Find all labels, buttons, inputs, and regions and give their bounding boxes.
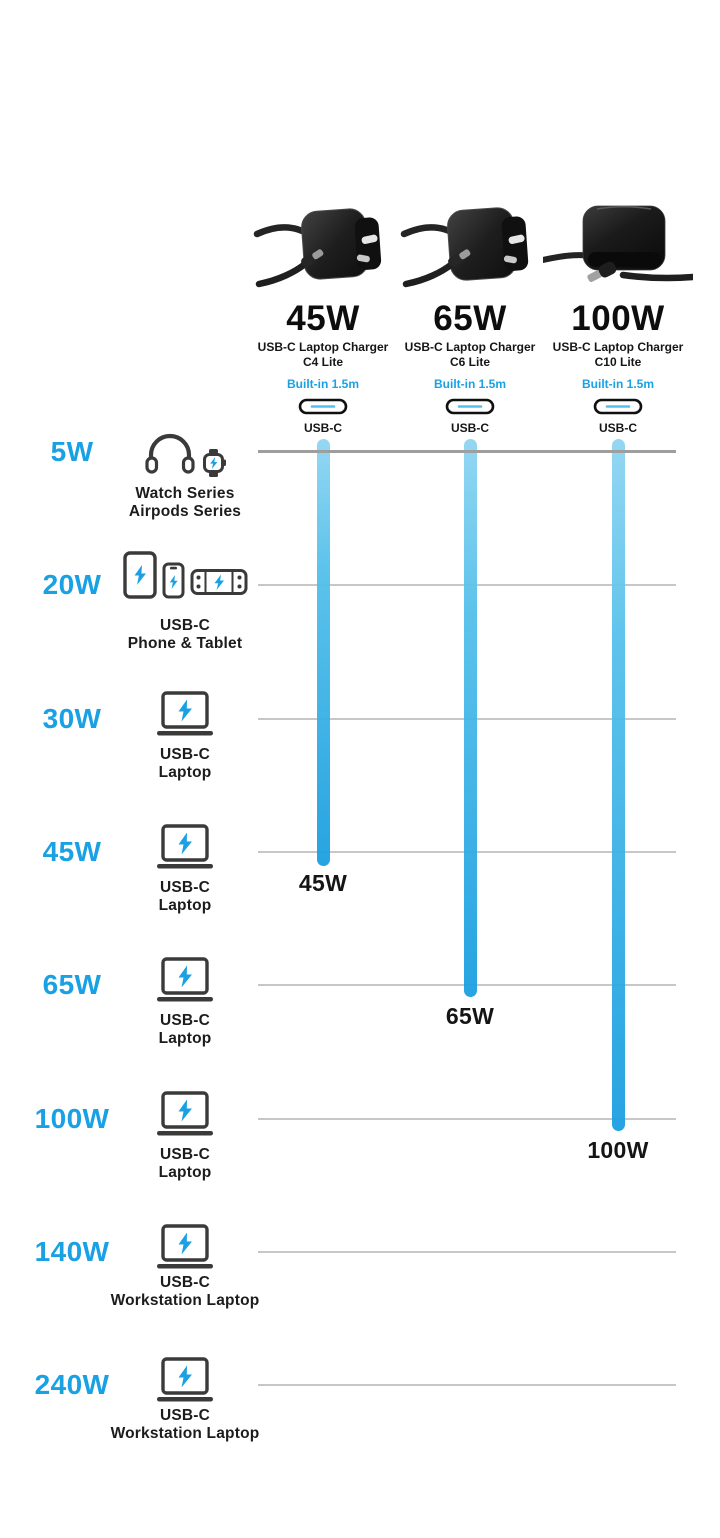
device-label-line1: USB-C: [159, 617, 211, 634]
charger-column-65w: 65W USB-C Laptop Charger C6 Lite Built-i…: [390, 200, 550, 435]
device-category-label: USB-C Workstation Laptop: [85, 1407, 285, 1442]
laptop-icon: [152, 691, 218, 743]
tier-devices-65w: [110, 957, 260, 1009]
power-bar-label: 65W: [445, 1003, 495, 1029]
device-category-label: USB-C Workstation Laptop: [85, 1274, 285, 1309]
device-label-line2: Laptop: [158, 1029, 212, 1047]
charger-watt-title: 45W: [286, 299, 360, 338]
watt-tier-label-30w: 30W: [42, 703, 102, 734]
laptop-icon: [152, 1224, 218, 1276]
tier-devices-240w: [110, 1357, 260, 1409]
cable-length-label: Built-in 1.5m: [581, 377, 654, 391]
watt-tier-label-100w: 100W: [34, 1103, 110, 1134]
device-label-line1: USB-C: [159, 746, 211, 763]
cable-length-label: Built-in 1.5m: [433, 377, 506, 391]
device-label-line2: Airpods Series: [128, 502, 242, 520]
cable-length-label: Built-in 1.5m: [286, 377, 359, 391]
device-category-label: USB-C Laptop: [85, 1146, 285, 1181]
tier-devices-100w: [110, 1091, 260, 1143]
device-label-line1: USB-C: [159, 879, 211, 896]
product-name-line2: C10 Lite: [594, 354, 642, 369]
laptop-icon: [152, 1357, 218, 1409]
product-name-line1: USB-C Laptop Charger: [257, 340, 389, 354]
laptop-icon: [152, 1091, 218, 1143]
phone-icon: [162, 562, 185, 604]
grid-line-240w: [258, 1384, 676, 1386]
usb-c-port-label: USB-C: [304, 421, 342, 435]
device-label-line2: Laptop: [158, 896, 212, 914]
grid-line-100w: [258, 1118, 676, 1120]
device-label-line1: Watch Series: [135, 485, 235, 502]
tier-devices-20w: [110, 551, 260, 604]
charger-watt-title: 100W: [571, 299, 665, 338]
watt-tier-label-65w: 65W: [42, 969, 102, 1000]
power-bar-100w: [612, 439, 625, 1131]
grid-line-5w: [258, 450, 676, 453]
device-label-line1: USB-C: [159, 1012, 211, 1029]
charger-65w-image: [392, 200, 548, 296]
device-category-label: Watch Series Airpods Series: [85, 485, 285, 520]
device-category-label: USB-C Phone & Tablet: [85, 617, 285, 652]
tier-devices-140w: [110, 1224, 260, 1276]
device-label-line2: Workstation Laptop: [110, 1424, 260, 1442]
product-name-line2: C4 Lite: [302, 354, 343, 369]
laptop-icon: [152, 957, 218, 1009]
laptop-icon: [152, 824, 218, 876]
watt-tier-label-5w: 5W: [50, 436, 94, 467]
power-bar-65w: [464, 439, 477, 997]
device-label-line1: USB-C: [159, 1146, 211, 1163]
watt-tier-label-20w: 20W: [42, 569, 102, 600]
tier-devices-45w: [110, 824, 260, 876]
power-bar-label: 100W: [587, 1137, 649, 1163]
power-bar-label: 45W: [298, 870, 348, 896]
charger-product-name: USB-C Laptop Charger C4 Lite: [258, 340, 389, 369]
usb-c-port-label: USB-C: [599, 421, 637, 435]
product-name-line1: USB-C Laptop Charger: [404, 340, 536, 354]
headphones-icon: [144, 431, 196, 482]
smartwatch-icon: [201, 446, 227, 485]
charger-column-100w: 100W USB-C Laptop Charger C10 Lite Built…: [538, 200, 698, 435]
watt-tier-label-140w: 140W: [34, 1236, 110, 1267]
product-name-line2: C6 Lite: [449, 354, 490, 369]
usb-c-connector-icon: [298, 398, 348, 415]
device-label-line1: USB-C: [159, 1407, 211, 1424]
game-console-icon: [190, 566, 248, 603]
product-name-line1: USB-C Laptop Charger: [552, 340, 684, 354]
charger-100w-image: [540, 200, 696, 296]
usb-c-port-label: USB-C: [451, 421, 489, 435]
device-category-label: USB-C Laptop: [85, 1012, 285, 1047]
tier-devices-5w: [110, 430, 260, 482]
watt-tier-label-240w: 240W: [34, 1369, 110, 1400]
device-label-line2: Workstation Laptop: [110, 1291, 260, 1309]
charger-product-name: USB-C Laptop Charger C10 Lite: [553, 340, 684, 369]
usb-c-connector-icon: [593, 398, 643, 415]
device-label-line2: Phone & Tablet: [127, 634, 243, 652]
watt-tier-label-45w: 45W: [42, 836, 102, 867]
charger-45w-image: [245, 200, 401, 296]
device-label-line2: Laptop: [158, 1163, 212, 1181]
device-label-line1: USB-C: [159, 1274, 211, 1291]
device-category-label: USB-C Laptop: [85, 879, 285, 914]
power-bar-45w: [317, 439, 330, 866]
tier-devices-30w: [110, 691, 260, 743]
charger-product-name: USB-C Laptop Charger C6 Lite: [405, 340, 536, 369]
device-label-line2: Laptop: [158, 763, 212, 781]
charger-watt-title: 65W: [433, 299, 507, 338]
grid-line-140w: [258, 1251, 676, 1253]
charger-column-45w: 45W USB-C Laptop Charger C4 Lite Built-i…: [243, 200, 403, 435]
device-category-label: USB-C Laptop: [85, 746, 285, 781]
usb-c-connector-icon: [445, 398, 495, 415]
tablet-icon: [122, 551, 157, 604]
